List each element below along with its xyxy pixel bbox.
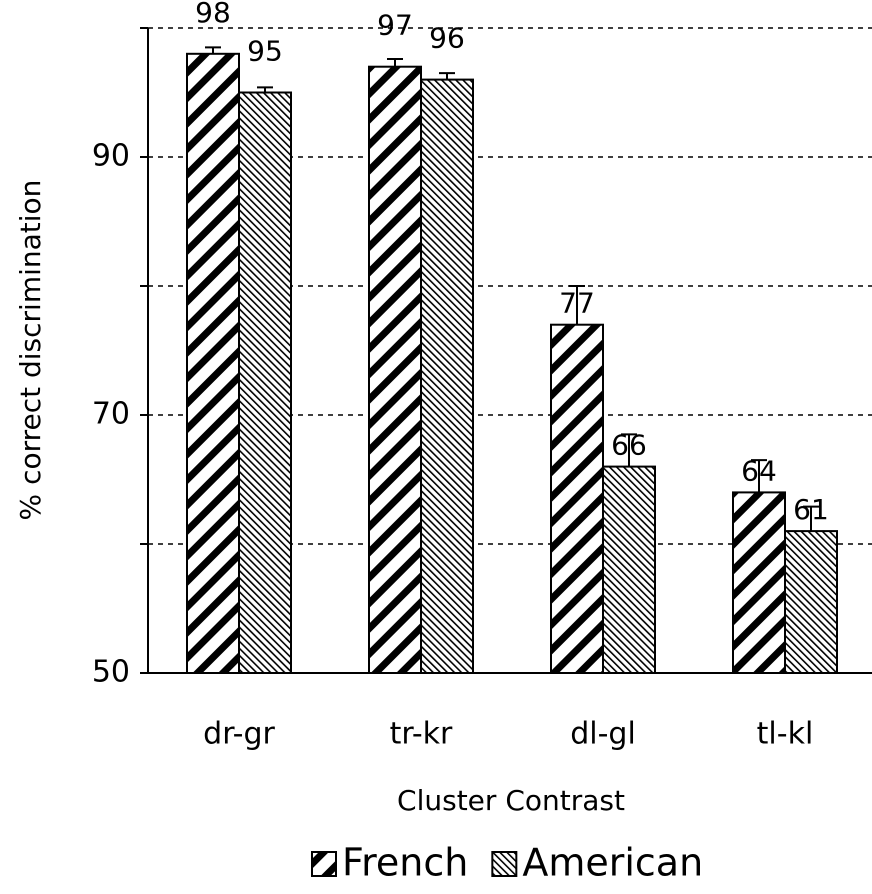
x-tick-label: dl-gl	[570, 717, 636, 752]
y-tick-label: 70	[92, 397, 130, 432]
error-bar	[751, 459, 767, 493]
data-label: 64	[741, 454, 777, 487]
bar	[368, 65, 422, 674]
error-bar	[621, 433, 637, 467]
error-bar	[205, 46, 221, 54]
y-tick-label: 50	[92, 655, 130, 690]
y-tick-label: 90	[92, 139, 130, 174]
data-label: 95	[247, 35, 283, 68]
data-label: 98	[195, 0, 231, 29]
bar	[784, 530, 838, 674]
bar	[732, 491, 786, 674]
bar	[602, 465, 656, 674]
bar	[238, 91, 292, 674]
data-label: 77	[559, 287, 595, 320]
error-bar	[569, 285, 585, 325]
error-bar	[439, 72, 455, 80]
legend-swatch	[491, 851, 518, 877]
legend-label: French	[342, 841, 468, 885]
x-axis-label: Cluster Contrast	[397, 784, 625, 817]
x-tick-label: tr-kr	[390, 717, 453, 752]
error-bar	[803, 505, 819, 532]
data-label: 96	[429, 22, 465, 55]
legend-swatch	[311, 851, 337, 877]
data-label: 66	[611, 429, 647, 462]
x-tick-label: dr-gr	[203, 717, 275, 752]
data-label: 61	[793, 493, 829, 526]
bar	[550, 323, 604, 674]
bar	[420, 78, 474, 675]
legend-label: American	[522, 841, 703, 885]
x-tick-label: tl-kl	[757, 717, 814, 752]
bar	[186, 52, 240, 675]
data-label: 97	[377, 9, 413, 42]
error-bar	[257, 86, 273, 93]
error-bar	[387, 57, 403, 67]
y-axis-label: % correct discrimination	[14, 180, 47, 521]
